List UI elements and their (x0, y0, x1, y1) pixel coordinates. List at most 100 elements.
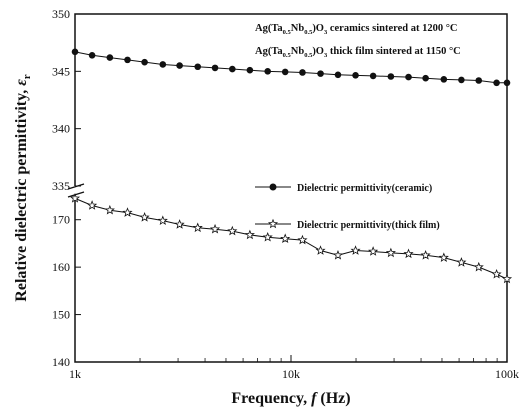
ceramic-point-25 (503, 79, 511, 87)
annotation-ceramic-sub1: 0.5 (283, 29, 292, 36)
thick-film-point-5 (157, 215, 168, 225)
annotation-thick-film-mid: Nb (291, 46, 305, 57)
ceramic-point-18 (387, 73, 395, 80)
x-tick-label-100k: 100k (495, 367, 519, 381)
annotation-thick-film: Ag(Ta0.5Nb0.5)O3 thick film sintered at … (255, 46, 461, 59)
ceramic-point-0 (71, 48, 79, 56)
ceramic-point-21 (440, 76, 448, 83)
thick-film-point-0 (69, 193, 81, 203)
thick-film-point-17 (368, 246, 379, 256)
thick-film-point-12 (280, 233, 291, 243)
x-tick-label-1k: 1k (69, 367, 81, 381)
thick-film-point-13 (297, 234, 308, 245)
ceramic-point-17 (369, 72, 377, 80)
annotation-ceramic-sub2: 0.5 (304, 29, 313, 36)
y-tick-label-upper-350: 350 (52, 7, 70, 21)
y-axis-label: Relative dielectric permittivity, εr (13, 74, 33, 301)
x-axis-label-text: Frequency, (231, 390, 311, 407)
y-axis-symbol: ε (13, 79, 30, 86)
annotation-thick-film-tail: thick film sintered at 1150 °C (327, 46, 461, 57)
annotation-thick-film-sub1: 0.5 (283, 52, 292, 59)
plot-frame (74, 13, 508, 363)
y-tick-label-lower-170: 170 (52, 213, 70, 227)
thick-film-point-3 (122, 207, 133, 217)
y-tick-label-lower-140: 140 (52, 355, 70, 369)
ceramic-point-16 (352, 72, 359, 79)
thick-film-point-11 (262, 231, 273, 242)
thick-film-point-6 (174, 219, 185, 229)
legend: Dielectric permittivity(ceramic) Dielect… (255, 183, 440, 231)
ceramic-point-5 (159, 61, 167, 68)
ceramic-point-7 (194, 63, 202, 71)
y-tick-label-lower-150: 150 (52, 308, 70, 322)
thick-film-point-15 (332, 249, 344, 260)
ceramic-point-9 (229, 65, 236, 73)
thick-film-point-16 (350, 245, 361, 255)
y-axis-symbol-subscript: r (21, 74, 33, 79)
annotation-thick-film-sub2: 0.5 (304, 52, 313, 59)
thick-film-point-18 (385, 247, 396, 258)
annotation-ceramic-tail: ceramics sintered at 1200 °C (327, 23, 457, 34)
ceramic-point-8 (211, 64, 219, 72)
x-axis-symbol: f (311, 390, 318, 407)
legend-circle-marker (269, 183, 277, 191)
y-axis-label-text: Relative dielectric permittivity, (13, 86, 30, 302)
ceramic-point-19 (405, 73, 412, 81)
axis-break-gap (70, 186, 82, 196)
ceramic-point-6 (176, 62, 183, 69)
thick-film-point-20 (420, 249, 431, 260)
ceramic-point-23 (475, 77, 483, 84)
series-layer (69, 48, 513, 284)
legend-label-thick-film: Dielectric permittivity(thick film) (297, 220, 440, 231)
thick-film-point-25 (501, 273, 513, 284)
thick-film-point-23 (473, 261, 484, 272)
thick-film-point-22 (456, 257, 467, 267)
thick-film-point-14 (315, 245, 326, 255)
ceramic-point-14 (317, 70, 324, 77)
annotation-thick-film-post: )O (312, 46, 324, 57)
thick-film-point-1 (87, 200, 98, 210)
axis-break-line-bottom (67, 191, 85, 198)
y-tick-label-upper-335: 335 (52, 179, 70, 193)
annotation-thick-film-sub3: 3 (324, 52, 328, 59)
ceramic-point-3 (124, 56, 131, 64)
thick-film-point-7 (192, 222, 203, 233)
annotation-ceramic-pre: Ag(Ta (255, 23, 283, 34)
legend-item-ceramic: Dielectric permittivity(ceramic) (255, 183, 432, 194)
ceramic-point-22 (458, 76, 465, 84)
thick-film-point-9 (227, 225, 238, 236)
thick-film-point-4 (139, 212, 150, 222)
ceramic-point-24 (493, 79, 500, 87)
annotation-ceramic-post: )O (312, 23, 324, 34)
thick-film-point-24 (491, 268, 502, 279)
ceramic-point-4 (141, 58, 148, 66)
ceramic-point-2 (106, 54, 114, 61)
thick-film-point-21 (438, 252, 449, 262)
series-line-thick-film (74, 197, 508, 280)
annotation-thick-film-pre: Ag(Ta (255, 46, 283, 57)
annotation-ceramic: Ag(Ta0.5Nb0.5)O3 ceramics sintered at 12… (255, 23, 458, 36)
ceramic-point-15 (334, 71, 342, 79)
y-tick-label-upper-345: 345 (52, 64, 70, 78)
thick-film-point-19 (403, 248, 414, 259)
ceramic-point-11 (264, 68, 271, 75)
legend-item-thick-film: Dielectric permittivity(thick film) (255, 218, 440, 231)
ceramic-point-1 (88, 51, 96, 59)
annotation-ceramic-sub3: 3 (324, 29, 328, 36)
y-tick-label-lower-160: 160 (52, 260, 70, 274)
legend-star-marker (267, 218, 279, 229)
ceramic-point-12 (281, 68, 289, 76)
thick-film-point-10 (244, 229, 255, 240)
annotation-ceramic-mid: Nb (291, 23, 305, 34)
thick-film-point-8 (209, 223, 221, 234)
x-tick-label-10k: 10k (282, 367, 300, 381)
ceramic-point-20 (422, 74, 429, 82)
ceramic-point-13 (299, 69, 306, 76)
x-axis-unit: (Hz) (316, 390, 350, 407)
x-axis-label: Frequency, f (Hz) (231, 390, 350, 407)
legend-label-ceramic: Dielectric permittivity(ceramic) (297, 183, 432, 194)
thick-film-point-2 (104, 204, 115, 215)
axis-ticks: 335 340 345 350 140 150 160 170 1k 10k 100k (52, 7, 519, 381)
ceramic-point-10 (246, 66, 254, 74)
